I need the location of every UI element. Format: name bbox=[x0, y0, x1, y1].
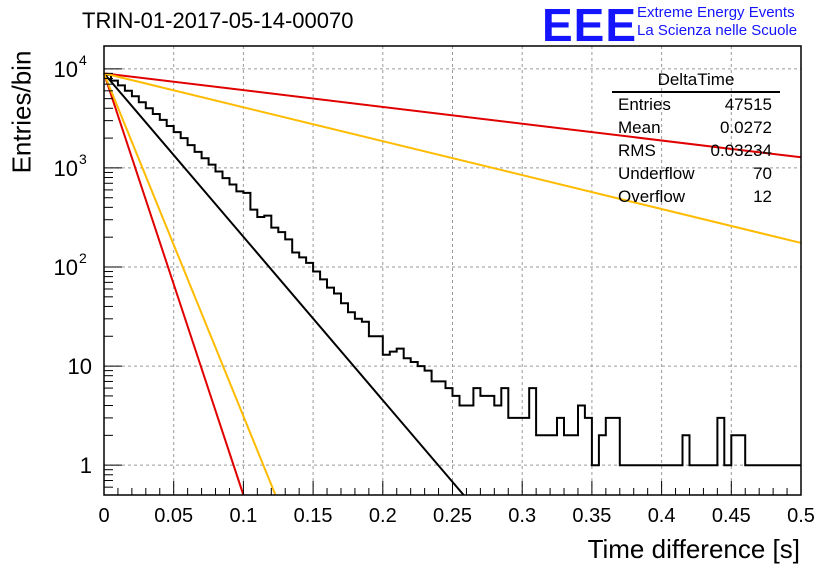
y-tick-label: 10 bbox=[54, 255, 78, 280]
stats-row-overflow: Overflow 12 bbox=[612, 185, 780, 208]
stats-label: Underflow bbox=[618, 164, 695, 183]
stats-box: DeltaTime Entries 47515 Mean 0.0272 RMS … bbox=[612, 70, 780, 208]
logo-line-2: La Scienza nelle Scuole bbox=[637, 22, 798, 39]
x-tick-label: 0 bbox=[98, 505, 109, 527]
stats-value: 0.03234 bbox=[710, 141, 772, 160]
stats-value: 47515 bbox=[724, 95, 772, 114]
x-tick-label: 0.35 bbox=[572, 505, 611, 527]
x-tick-label: 0.25 bbox=[433, 505, 472, 527]
stats-value: 70 bbox=[753, 164, 772, 183]
stats-value: 12 bbox=[753, 187, 772, 206]
x-tick-label: 0.1 bbox=[229, 505, 257, 527]
stats-title: DeltaTime bbox=[612, 70, 780, 93]
fit-line bbox=[103, 73, 245, 496]
stats-label: RMS bbox=[618, 141, 656, 160]
y-axis-label: Entries/bin bbox=[6, 50, 37, 174]
fit-line bbox=[103, 72, 465, 496]
y-tick-exponent: 3 bbox=[79, 151, 87, 167]
stats-label: Entries bbox=[618, 95, 671, 114]
y-tick-label: 1 bbox=[80, 453, 92, 478]
fit-line bbox=[103, 72, 277, 496]
x-tick-label: 0.15 bbox=[294, 505, 333, 527]
y-tick-label: 10 bbox=[54, 156, 78, 181]
x-tick-label: 0.2 bbox=[369, 505, 397, 527]
fit-line bbox=[103, 72, 802, 244]
stats-label: Mean bbox=[618, 118, 661, 137]
eee-logo: EEE bbox=[542, 0, 638, 51]
x-tick-label: 0.45 bbox=[712, 505, 751, 527]
x-axis-label: Time difference [s] bbox=[587, 534, 800, 564]
fit-line bbox=[103, 72, 802, 159]
x-tick-label: 0.4 bbox=[648, 505, 676, 527]
y-tick-exponent: 2 bbox=[79, 250, 87, 266]
logo-line-1: Extreme Energy Events bbox=[637, 4, 795, 21]
stats-row-underflow: Underflow 70 bbox=[612, 162, 780, 185]
stats-value: 0.0272 bbox=[720, 118, 772, 137]
y-tick-label: 10 bbox=[54, 57, 78, 82]
stats-label: Overflow bbox=[618, 187, 686, 206]
stats-row-entries: Entries 47515 bbox=[612, 93, 780, 116]
histogram-line bbox=[104, 73, 801, 467]
y-tick-exponent: 4 bbox=[79, 52, 87, 68]
stats-row-mean: Mean 0.0272 bbox=[612, 116, 780, 139]
x-tick-label: 0.05 bbox=[154, 505, 193, 527]
x-tick-label: 0.5 bbox=[787, 505, 815, 527]
y-tick-label: 10 bbox=[68, 354, 92, 379]
stats-row-rms: RMS 0.03234 bbox=[612, 139, 780, 162]
chart-title: TRIN-01-2017-05-14-00070 bbox=[82, 8, 354, 33]
x-tick-label: 0.3 bbox=[508, 505, 536, 527]
